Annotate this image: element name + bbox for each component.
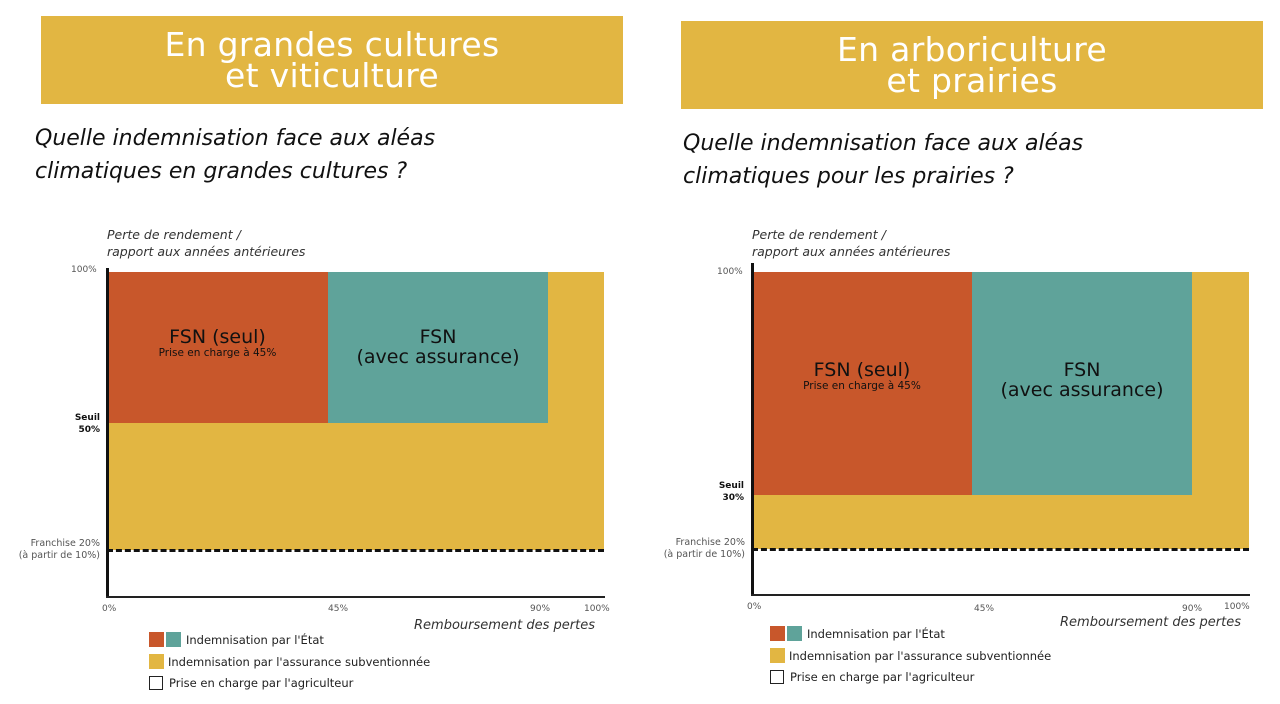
- left-y-tick-100: 100%: [71, 265, 97, 275]
- right-seuil-label: Seuil: [718, 481, 744, 491]
- right-legend-item-agriculteur: Prise en charge par l'agriculteur: [770, 670, 974, 684]
- right-question: Quelle indemnisation face aux aléas clim…: [683, 127, 1263, 193]
- left-fsn-assurance-title: FSN: [419, 326, 457, 348]
- left-banner-line1: En grandes cultures: [164, 25, 500, 64]
- right-x-tick-100: 100%: [1224, 602, 1250, 612]
- assurance-swatch-icon: [149, 654, 164, 669]
- right-question-line2: climatiques pour les prairies ?: [683, 164, 1014, 189]
- left-legend-label-etat: Indemnisation par l'État: [186, 632, 324, 647]
- right-fsn-seul-subtitle: Prise en charge à 45%: [803, 380, 921, 392]
- right-fsn-assurance-subtitle: (avec assurance): [1000, 379, 1164, 401]
- right-seuil-value: 30%: [722, 493, 744, 503]
- left-franchise-line: [107, 549, 604, 552]
- left-banner: En grandes cultures et viticulture: [41, 16, 623, 104]
- left-x-axis: [106, 596, 605, 598]
- right-x-tick-90: 90%: [1182, 604, 1203, 614]
- right-legend-item-etat: Indemnisation par l'État: [770, 626, 945, 641]
- left-legend-label-assurance: Indemnisation par l'assurance subvention…: [168, 654, 431, 669]
- left-legend-label-agriculteur: Prise en charge par l'agriculteur: [169, 676, 354, 690]
- left-y-tick-franchise: Franchise 20% (à partir de 10%): [0, 538, 100, 562]
- right-region-fsn-assurance: FSN (avec assurance): [972, 272, 1192, 495]
- left-franchise-line1: Franchise 20%: [30, 538, 100, 549]
- right-y-axis-title: Perte de rendement / rapport aux années …: [752, 226, 950, 260]
- left-franchise-line2: (à partir de 10%): [18, 550, 100, 561]
- left-region-fsn-seul: FSN (seul) Prise en charge à 45%: [107, 272, 328, 423]
- right-y-axis-title-line1: Perte de rendement /: [752, 227, 886, 242]
- left-fsn-assurance-subtitle: (avec assurance): [356, 346, 520, 368]
- right-x-axis: [751, 594, 1250, 596]
- right-banner-line2: et prairies: [886, 61, 1058, 100]
- left-legend-item-etat: Indemnisation par l'État: [149, 632, 324, 647]
- right-y-tick-100: 100%: [717, 267, 743, 277]
- left-y-axis: [106, 268, 109, 598]
- left-y-axis-title-line2: rapport aux années antérieures: [107, 244, 306, 259]
- left-region-fsn-assurance: FSN (avec assurance): [328, 272, 548, 423]
- right-x-axis-title: Remboursement des pertes: [1060, 615, 1242, 630]
- left-x-tick-100: 100%: [584, 604, 610, 614]
- left-y-axis-title: Perte de rendement / rapport aux années …: [107, 226, 305, 260]
- left-y-axis-title-line1: Perte de rendement /: [107, 227, 241, 242]
- right-banner-line1: En arboriculture: [837, 30, 1107, 69]
- right-region-fsn-seul: FSN (seul) Prise en charge à 45%: [752, 272, 972, 495]
- left-x-axis-title: Remboursement des pertes: [414, 618, 596, 633]
- left-question: Quelle indemnisation face aux aléas clim…: [35, 122, 615, 188]
- fsn-assurance-swatch-icon: [787, 626, 802, 641]
- right-legend-label-etat: Indemnisation par l'État: [807, 626, 945, 641]
- right-banner: En arboriculture et prairies: [681, 21, 1263, 109]
- left-fsn-seul-title: FSN (seul): [169, 326, 266, 348]
- right-y-axis-title-line2: rapport aux années antérieures: [752, 244, 951, 259]
- right-legend-label-agriculteur: Prise en charge par l'agriculteur: [790, 670, 975, 684]
- right-franchise-line2: (à partir de 10%): [663, 549, 745, 560]
- right-franchise-line1: Franchise 20%: [675, 537, 745, 548]
- right-fsn-seul-title: FSN (seul): [813, 359, 911, 381]
- left-x-tick-45: 45%: [328, 604, 349, 614]
- left-y-tick-seuil: Seuil 50%: [60, 412, 100, 436]
- right-x-tick-45: 45%: [974, 604, 995, 614]
- left-banner-line2: et viticulture: [225, 56, 439, 95]
- right-legend-item-assurance: Indemnisation par l'assurance subvention…: [770, 648, 1051, 663]
- right-y-tick-franchise: Franchise 20% (à partir de 10%): [645, 537, 745, 561]
- right-y-tick-seuil: Seuil 30%: [704, 480, 744, 504]
- right-y-axis: [751, 263, 754, 596]
- left-x-tick-90: 90%: [530, 604, 551, 614]
- right-x-tick-0: 0%: [747, 602, 762, 612]
- left-legend-item-agriculteur: Prise en charge par l'agriculteur: [149, 676, 353, 690]
- left-seuil-value: 50%: [78, 425, 100, 435]
- left-seuil-label: Seuil: [74, 413, 100, 423]
- left-question-line1: Quelle indemnisation face aux aléas: [35, 126, 436, 151]
- left-legend-item-assurance: Indemnisation par l'assurance subvention…: [149, 654, 430, 669]
- fsn-seul-swatch-icon: [770, 626, 785, 641]
- left-x-tick-0: 0%: [102, 604, 117, 614]
- left-fsn-seul-subtitle: Prise en charge à 45%: [158, 347, 277, 359]
- agriculteur-swatch-icon: [149, 676, 163, 690]
- assurance-swatch-icon: [770, 648, 785, 663]
- agriculteur-swatch-icon: [770, 670, 784, 684]
- fsn-seul-swatch-icon: [149, 632, 164, 647]
- fsn-assurance-swatch-icon: [166, 632, 181, 647]
- right-question-line1: Quelle indemnisation face aux aléas: [683, 131, 1084, 156]
- right-franchise-line: [752, 548, 1249, 551]
- left-question-line2: climatiques en grandes cultures ?: [35, 159, 408, 184]
- right-fsn-assurance-title: FSN: [1063, 359, 1101, 381]
- right-legend-label-assurance: Indemnisation par l'assurance subvention…: [789, 648, 1052, 663]
